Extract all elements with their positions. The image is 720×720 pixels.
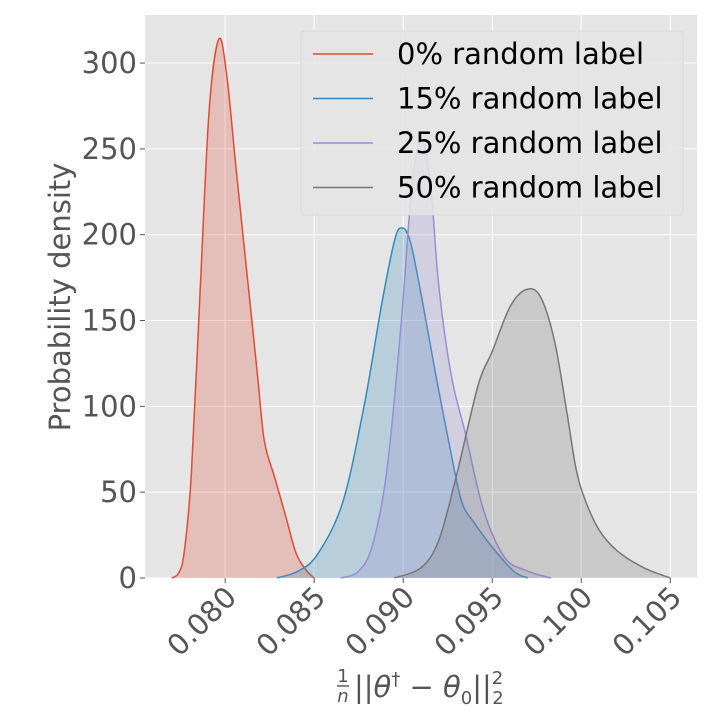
x-label-part: † <box>391 669 400 690</box>
x-label-part: θ <box>374 670 392 704</box>
y-axis: 0 50 100 150 200 250 300 <box>82 46 145 595</box>
x-tick-label: 0.080 <box>160 580 243 663</box>
x-label-fraction: 1n <box>337 666 349 707</box>
legend-label-2: 25% random label <box>397 126 663 160</box>
x-tick-label: 0.085 <box>249 580 332 663</box>
x-label-part: θ <box>443 670 461 704</box>
series-line-1 <box>276 227 529 579</box>
y-axis-label-text: Probability density <box>43 163 77 432</box>
x-tick-label: 0.090 <box>338 580 421 663</box>
series-area-3 <box>394 288 671 578</box>
y-tick-label: 250 <box>82 132 137 166</box>
legend-label-1: 15% random label <box>397 82 663 116</box>
series-line-0 <box>171 37 315 579</box>
y-tick-label: 0 <box>119 561 137 595</box>
series-area-0 <box>171 38 315 579</box>
x-axis-label: 1n ||θ† − θ0||2 2 <box>337 666 504 709</box>
x-label-numerator: 1 <box>337 666 348 687</box>
x-label-part: 2 <box>492 668 503 689</box>
x-label-part: 2 <box>492 688 503 709</box>
y-tick-label: 300 <box>82 46 137 80</box>
series-line-3 <box>394 288 671 579</box>
y-tick-label: 100 <box>82 389 137 423</box>
x-axis: 0.080 0.085 0.090 0.095 0.100 0.105 <box>160 578 688 663</box>
x-tick-label: 0.095 <box>427 580 510 663</box>
x-tick-label: 0.105 <box>605 580 688 663</box>
x-label-denominator: n <box>337 686 348 707</box>
legend-frame <box>300 30 684 216</box>
x-label-part: || <box>472 670 492 704</box>
series-layer <box>171 37 671 579</box>
x-tick-label: 0.100 <box>516 580 599 663</box>
series-area-1 <box>276 227 528 578</box>
x-label-body: ||θ† − θ0||2 2 <box>354 668 504 709</box>
legend: 0% random label 15% random label 25% rando… <box>300 30 684 216</box>
series-area-2 <box>340 140 551 579</box>
y-tick-label: 50 <box>100 475 137 509</box>
x-label-part: || <box>354 670 374 704</box>
legend-label-3: 50% random label <box>397 171 663 205</box>
y-tick-label: 150 <box>82 304 137 338</box>
x-label-part: 0 <box>461 688 472 709</box>
y-axis-label: Probability density <box>43 163 77 432</box>
y-tick-label: 200 <box>82 218 137 252</box>
legend-label-0: 0% random label <box>397 37 644 71</box>
x-label-part: − <box>400 670 443 704</box>
